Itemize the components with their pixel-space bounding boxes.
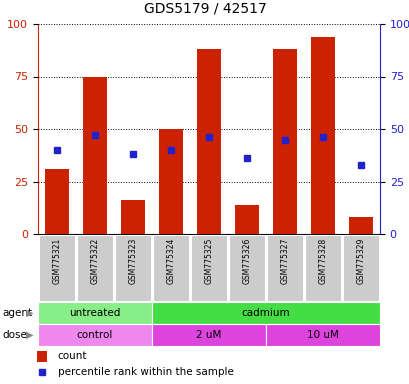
Text: ▶: ▶ xyxy=(26,330,34,340)
Bar xyxy=(120,200,145,234)
Text: 10 uM: 10 uM xyxy=(306,330,338,340)
Text: GSM775325: GSM775325 xyxy=(204,237,213,284)
Text: GSM775324: GSM775324 xyxy=(166,237,175,284)
Text: ▶: ▶ xyxy=(26,308,34,318)
Bar xyxy=(348,217,373,234)
Bar xyxy=(152,302,379,324)
Bar xyxy=(38,302,152,324)
Text: GSM775329: GSM775329 xyxy=(356,237,364,284)
Text: GSM775322: GSM775322 xyxy=(90,237,99,284)
Text: GSM775323: GSM775323 xyxy=(128,237,137,284)
Bar xyxy=(196,49,221,234)
Bar xyxy=(272,49,297,234)
Bar xyxy=(158,129,183,234)
Text: cadmium: cadmium xyxy=(241,308,290,318)
Bar xyxy=(152,324,265,346)
Bar xyxy=(38,235,75,301)
Text: percentile rank within the sample: percentile rank within the sample xyxy=(58,367,233,377)
Bar xyxy=(190,235,227,301)
Bar xyxy=(304,235,340,301)
Text: GSM775326: GSM775326 xyxy=(242,237,251,284)
Bar xyxy=(342,235,378,301)
Bar xyxy=(310,36,335,234)
Text: 2 uM: 2 uM xyxy=(196,330,221,340)
Bar xyxy=(83,76,107,234)
Bar xyxy=(45,169,69,234)
Text: untreated: untreated xyxy=(69,308,120,318)
Text: control: control xyxy=(76,330,113,340)
Text: GDS5179 / 42517: GDS5179 / 42517 xyxy=(143,2,266,16)
Text: dose: dose xyxy=(2,330,27,340)
Bar xyxy=(266,235,303,301)
Bar xyxy=(76,235,113,301)
Bar xyxy=(152,235,189,301)
Text: count: count xyxy=(58,351,87,361)
Bar xyxy=(228,235,265,301)
Text: GSM775328: GSM775328 xyxy=(318,237,327,284)
Bar xyxy=(38,324,152,346)
Text: GSM775321: GSM775321 xyxy=(52,237,61,284)
Bar xyxy=(37,351,47,361)
Bar xyxy=(265,324,379,346)
Bar xyxy=(234,205,259,234)
Text: agent: agent xyxy=(2,308,32,318)
Text: GSM775327: GSM775327 xyxy=(280,237,289,284)
Bar xyxy=(115,235,151,301)
